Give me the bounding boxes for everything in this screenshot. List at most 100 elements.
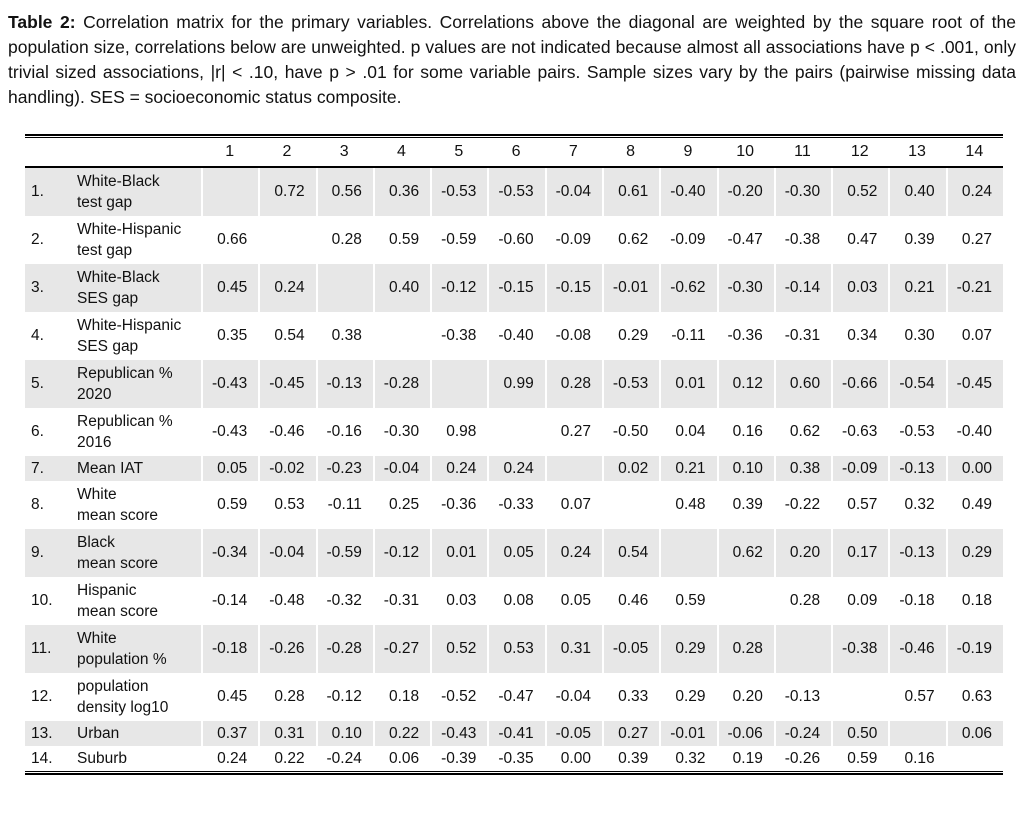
correlation-value-cell: 0.60 <box>773 360 831 409</box>
correlation-value-cell: -0.04 <box>544 673 602 722</box>
correlation-value-cell: -0.09 <box>831 456 888 482</box>
correlation-value-cell: -0.12 <box>315 673 373 722</box>
correlation-value-cell: -0.46 <box>888 625 945 674</box>
correlation-value-cell: 0.66 <box>201 216 258 265</box>
column-header: 6 <box>487 138 545 169</box>
correlation-value-cell: 0.28 <box>544 360 602 409</box>
correlation-value-cell: 0.37 <box>201 721 258 747</box>
row-number-cell: 3. <box>31 279 44 297</box>
correlation-value-cell: 0.57 <box>888 673 945 722</box>
table-row: 1. White-Black test gap 0.72 0.56 0.36 -0.53-… <box>25 168 1003 217</box>
row-label-cell: White mean score <box>77 485 158 525</box>
correlation-value-cell: -0.24 <box>315 746 373 772</box>
correlation-value-cell: -0.01 <box>659 721 716 747</box>
correlation-value-cell: 0.28 <box>258 673 315 722</box>
correlation-value-cell: 0.28 <box>716 625 774 674</box>
correlation-value-cell: 0.24 <box>487 456 544 482</box>
correlation-value-cell <box>601 481 659 530</box>
correlation-value-cell: 0.05 <box>487 529 544 578</box>
column-header: 13 <box>888 138 946 169</box>
header-corner-cell <box>25 138 77 169</box>
correlation-value-cell: 0.56 <box>315 168 373 217</box>
correlation-value-cell: 0.39 <box>601 746 659 772</box>
row-number-cell: 9. <box>31 544 44 562</box>
correlation-value-cell: -0.63 <box>831 408 888 457</box>
correlation-value-cell <box>716 577 774 626</box>
correlation-value-cell: 0.59 <box>831 746 888 772</box>
correlation-value-cell: 0.54 <box>601 529 659 578</box>
correlation-value-cell: 0.59 <box>372 216 430 265</box>
correlation-value-cell <box>773 625 831 674</box>
correlation-value-cell: 0.01 <box>430 529 487 578</box>
correlation-value-cell: -0.11 <box>315 481 373 530</box>
correlation-value-cell: 0.48 <box>659 481 716 530</box>
correlation-value-cell: -0.48 <box>258 577 315 626</box>
correlation-value-cell <box>372 312 430 361</box>
row-number-cell: 12. <box>31 688 53 706</box>
correlation-value-cell: 0.05 <box>201 456 258 482</box>
correlation-value-cell: 0.07 <box>945 312 1003 361</box>
correlation-value-cell <box>487 408 544 457</box>
correlation-value-cell: -0.15 <box>487 264 544 313</box>
correlation-value-cell: 0.98 <box>430 408 487 457</box>
correlation-value-cell: 0.46 <box>601 577 659 626</box>
correlation-value-cell: -0.27 <box>372 625 430 674</box>
correlation-value-cell: 0.00 <box>544 746 602 772</box>
table-row: 10. Hispanic mean score -0.14 -0.48 -0.32 -0.… <box>25 577 1003 626</box>
correlation-value-cell: 0.24 <box>945 168 1003 217</box>
correlation-value-cell: -0.18 <box>888 577 945 626</box>
correlation-value-cell: 0.18 <box>372 673 430 722</box>
row-label-cell: Republican % 2020 <box>77 364 173 404</box>
row-number-cell: 4. <box>31 327 44 345</box>
correlation-value-cell: -0.32 <box>315 577 373 626</box>
table-caption-label: Table 2: <box>8 12 76 32</box>
column-header: 8 <box>601 138 660 169</box>
row-number-cell: 14. <box>31 749 53 767</box>
correlation-value-cell: -0.26 <box>258 625 315 674</box>
correlation-value-cell: 0.39 <box>716 481 774 530</box>
correlation-value-cell: 0.16 <box>888 746 945 772</box>
correlation-value-cell: -0.60 <box>487 216 544 265</box>
correlation-value-cell: -0.47 <box>716 216 774 265</box>
correlation-value-cell: -0.47 <box>487 673 544 722</box>
correlation-value-cell <box>544 456 602 482</box>
table-row: 8. White mean score 0.59 0.53 -0.11 0.25 -0.36… <box>25 481 1003 530</box>
correlation-value-cell: -0.62 <box>659 264 716 313</box>
correlation-value-cell: -0.38 <box>831 625 888 674</box>
column-header: 1 <box>201 138 259 169</box>
correlation-value-cell: 0.52 <box>430 625 487 674</box>
correlation-value-cell: -0.41 <box>487 721 544 747</box>
correlation-value-cell: 0.12 <box>716 360 774 409</box>
correlation-value-cell: -0.14 <box>201 577 258 626</box>
correlation-value-cell: 0.01 <box>659 360 716 409</box>
table-row: 14. Suburb 0.24 0.22 -0.24 0.06 -0.39 -0.35 0.00… <box>25 746 1003 772</box>
row-label-cell: population density log10 <box>77 677 169 717</box>
column-header: 9 <box>659 138 717 169</box>
correlation-value-cell: 0.28 <box>773 577 831 626</box>
correlation-value-cell: -0.39 <box>430 746 487 772</box>
column-header: 4 <box>372 138 431 169</box>
correlation-value-cell: 0.22 <box>372 721 430 747</box>
correlation-value-cell: 0.00 <box>945 456 1003 482</box>
table-row: 5. Republican % 2020 -0.43 -0.45 -0.13 -0.28 0… <box>25 360 1003 409</box>
correlation-value-cell: 0.21 <box>659 456 716 482</box>
correlation-value-cell: 0.10 <box>716 456 774 482</box>
table-top-rule-thick <box>25 134 1003 137</box>
correlation-value-cell: -0.13 <box>773 673 831 722</box>
correlation-value-cell: -0.53 <box>601 360 659 409</box>
table-row: 12. population density log10 0.45 0.28 -0.12… <box>25 673 1003 722</box>
row-number-cell: 11. <box>31 640 52 658</box>
correlation-value-cell: 0.24 <box>544 529 602 578</box>
row-label-cell: Mean IAT <box>77 460 144 478</box>
correlation-value-cell: 0.02 <box>601 456 659 482</box>
table-row: 13. Urban 0.37 0.31 0.10 0.22 -0.43 -0.41 -0.05 0… <box>25 721 1003 747</box>
row-label-cell: Urban <box>77 725 120 743</box>
correlation-value-cell: -0.45 <box>945 360 1003 409</box>
correlation-value-cell: 0.25 <box>372 481 430 530</box>
correlation-value-cell: 0.32 <box>888 481 945 530</box>
correlation-value-cell: 0.63 <box>945 673 1003 722</box>
column-header: 5 <box>430 138 488 169</box>
correlation-value-cell: -0.31 <box>372 577 430 626</box>
correlation-value-cell: 0.49 <box>945 481 1003 530</box>
correlation-value-cell: 0.38 <box>315 312 373 361</box>
